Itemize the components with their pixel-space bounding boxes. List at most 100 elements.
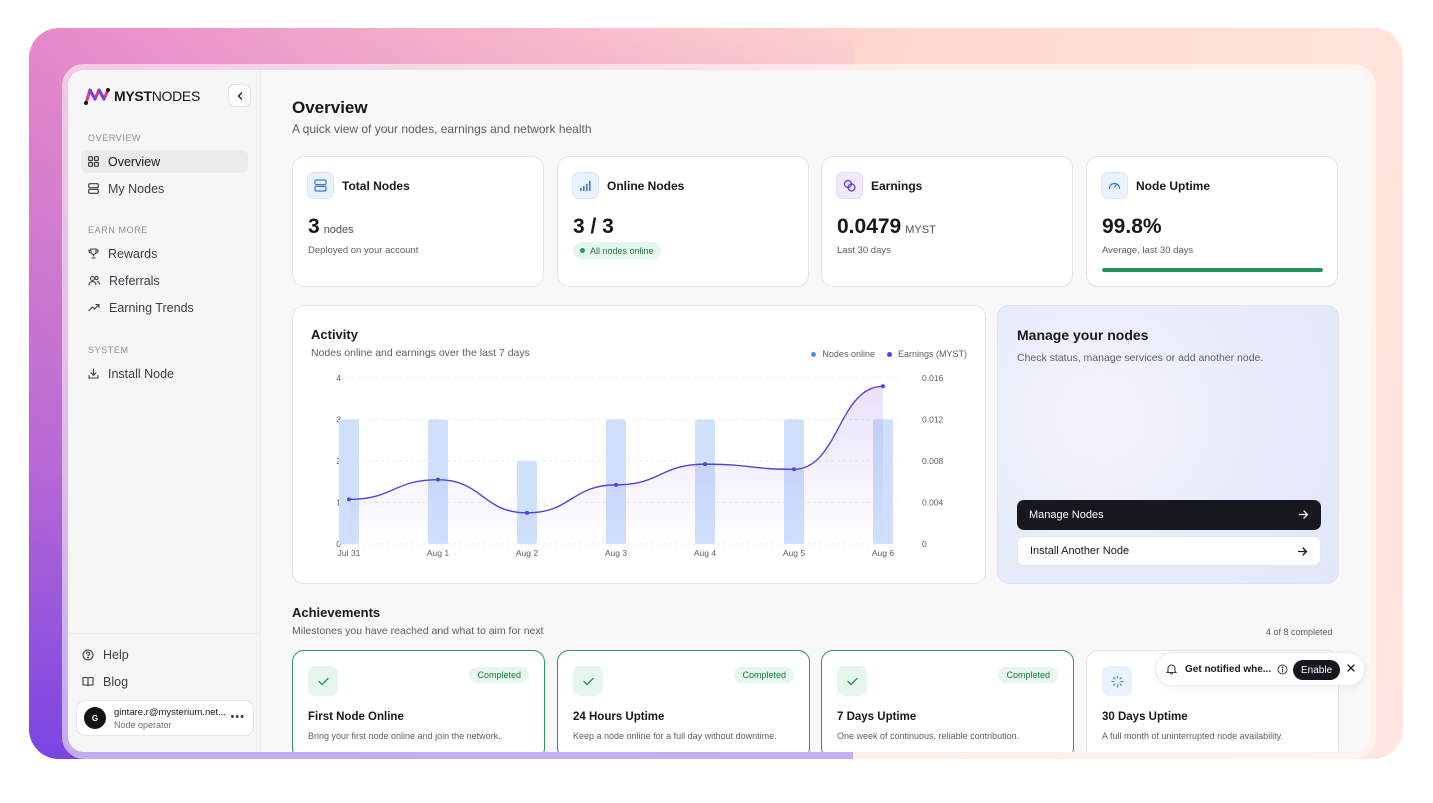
close-icon[interactable] bbox=[1346, 663, 1356, 673]
achievements-title: Achievements bbox=[292, 605, 381, 620]
section-label-earn-more: EARN MORE bbox=[88, 225, 148, 235]
stat-card-online-nodes: Online Nodes 3 / 3 All nodes online bbox=[557, 156, 809, 287]
y-tick-label-left: 4 bbox=[336, 373, 341, 383]
sidebar-item-overview[interactable]: Overview bbox=[81, 150, 248, 173]
uptime-progress-fill bbox=[1102, 268, 1323, 272]
gauge-icon bbox=[1101, 172, 1128, 199]
page-subtitle: A quick view of your nodes, earnings and… bbox=[292, 122, 592, 136]
sidebar-item-referrals[interactable]: Referrals bbox=[81, 269, 248, 292]
manage-nodes-card: Manage your nodes Check status, manage s… bbox=[997, 305, 1339, 584]
trophy-icon bbox=[88, 248, 99, 259]
brand-name-light: NODES bbox=[151, 88, 201, 104]
check-icon bbox=[837, 666, 867, 696]
achievement-name: 7 Days Uptime bbox=[837, 711, 917, 723]
uptime-progress-bar bbox=[1102, 268, 1323, 272]
myst-logo-icon bbox=[84, 88, 110, 105]
sidebar-item-earning-trends[interactable]: Earning Trends bbox=[81, 296, 248, 319]
achievement-name: 30 Days Uptime bbox=[1102, 711, 1188, 723]
sidebar-item-label: Install Node bbox=[108, 366, 175, 381]
brand-name-bold: MYST bbox=[114, 88, 152, 104]
button-label: Manage Nodes bbox=[1029, 509, 1104, 521]
y-tick-label-left: 2 bbox=[336, 456, 341, 466]
sidebar-item-rewards[interactable]: Rewards bbox=[81, 242, 248, 265]
y-tick-label-left: 3 bbox=[336, 415, 341, 425]
grid-icon bbox=[88, 156, 99, 167]
x-tick-label: Aug 6 bbox=[872, 548, 894, 558]
stat-unit: MYST bbox=[905, 224, 936, 236]
help-icon bbox=[82, 648, 94, 661]
y-tick-label-left: 1 bbox=[336, 498, 341, 508]
stat-card-earnings: Earnings 0.0479 MYST Last 30 days bbox=[821, 156, 1073, 287]
sidebar-item-label: Earning Trends bbox=[109, 300, 194, 315]
collapse-sidebar-button[interactable] bbox=[228, 84, 251, 107]
status-badge: Completed bbox=[998, 667, 1058, 683]
activity-chart: 0 1 2 3 4 0 0.004 0.008 0.012 0.016 Jul 31 Aug 1 Aug… bbox=[336, 373, 944, 558]
achievement-description: One week of continuous, reliable contrib… bbox=[837, 731, 1020, 741]
download-icon bbox=[88, 368, 99, 379]
achievement-card[interactable]: Completed First Node Online Bring your f… bbox=[292, 650, 545, 752]
app-window: MYSTNODES OVERVIEW Overview My Nodes EAR… bbox=[68, 70, 1370, 752]
achievement-description: A full month of uninterrupted node avail… bbox=[1102, 731, 1283, 741]
check-icon bbox=[573, 666, 603, 696]
user-card[interactable]: G gintare.r@mysterium.net... Node operat… bbox=[76, 700, 254, 736]
activity-card: Activity Nodes online and earnings over … bbox=[292, 305, 986, 584]
y-tick-label-right: 0.004 bbox=[922, 498, 944, 508]
button-label: Install Another Node bbox=[1030, 545, 1130, 557]
arrow-right-icon bbox=[1298, 510, 1309, 519]
x-tick-label: Aug 5 bbox=[783, 548, 805, 558]
chevron-left-icon bbox=[237, 91, 242, 100]
arrow-right-icon bbox=[1297, 547, 1308, 556]
stat-note: Last 30 days bbox=[837, 245, 891, 256]
server-icon bbox=[88, 183, 99, 194]
legend-item-nodes: Nodes online bbox=[811, 349, 875, 359]
x-tick-label: Aug 1 bbox=[427, 548, 449, 558]
toast-text: Get notified whe... bbox=[1185, 663, 1272, 675]
manage-nodes-button[interactable]: Manage Nodes bbox=[1017, 500, 1321, 530]
sidebar-item-label: Rewards bbox=[108, 246, 158, 261]
stat-title: Earnings bbox=[871, 179, 923, 193]
status-badge: Completed bbox=[469, 667, 529, 683]
check-icon bbox=[308, 666, 338, 696]
status-dot bbox=[580, 248, 585, 253]
status-badge: Completed bbox=[734, 667, 794, 683]
page-title: Overview bbox=[292, 98, 368, 117]
stat-card-total-nodes: Total Nodes 3 nodes Deployed on your acco… bbox=[292, 156, 544, 287]
stat-title: Online Nodes bbox=[607, 179, 685, 193]
install-another-node-button[interactable]: Install Another Node bbox=[1017, 536, 1321, 566]
status-badge: All nodes online bbox=[573, 242, 661, 259]
stat-value: 99.8% bbox=[1102, 215, 1162, 238]
x-tick-label: Aug 4 bbox=[694, 548, 716, 558]
brand-logo[interactable]: MYSTNODES bbox=[84, 87, 200, 105]
achievement-card[interactable]: Completed 7 Days Uptime One week of cont… bbox=[821, 650, 1074, 752]
sidebar-item-install-node[interactable]: Install Node bbox=[81, 362, 248, 385]
info-icon[interactable] bbox=[1277, 664, 1288, 675]
stat-value: 0.0479 MYST bbox=[837, 215, 936, 238]
y-tick-label-right: 0.008 bbox=[922, 456, 944, 466]
sidebar-item-blog[interactable]: Blog bbox=[75, 670, 242, 693]
loader-icon bbox=[1102, 666, 1132, 696]
achievement-name: First Node Online bbox=[308, 711, 404, 723]
manage-subtitle: Check status, manage services or add ano… bbox=[1017, 352, 1264, 364]
sidebar-item-my-nodes[interactable]: My Nodes bbox=[81, 177, 248, 200]
earnings-point bbox=[614, 482, 618, 487]
achievement-card[interactable]: Completed 24 Hours Uptime Keep a node on… bbox=[557, 650, 810, 752]
stat-unit: nodes bbox=[323, 224, 354, 236]
stat-value: 3 / 3 bbox=[573, 215, 614, 238]
achievement-name: 24 Hours Uptime bbox=[573, 711, 665, 723]
enable-notifications-button[interactable]: Enable bbox=[1293, 660, 1341, 680]
sidebar-item-help[interactable]: Help bbox=[75, 643, 242, 666]
more-options-icon[interactable]: ••• bbox=[230, 711, 245, 723]
legend-item-earnings: Earnings (MYST) bbox=[886, 349, 967, 359]
stat-note: Average, last 30 days bbox=[1102, 245, 1194, 256]
y-tick-label-left: 0 bbox=[336, 539, 341, 549]
notification-toast: Get notified whe... Enable bbox=[1155, 652, 1365, 686]
user-role: Node operator bbox=[114, 719, 172, 730]
earnings-point bbox=[881, 384, 885, 389]
x-tick-label: Jul 31 bbox=[338, 548, 361, 558]
manage-title: Manage your nodes bbox=[1017, 327, 1149, 343]
chart-legend: Nodes online Earnings (MYST) bbox=[811, 349, 967, 359]
sidebar-item-label: Referrals bbox=[109, 273, 160, 288]
sidebar-item-label: My Nodes bbox=[108, 181, 165, 196]
sidebar-item-label: Blog bbox=[103, 674, 129, 689]
sidebar-divider bbox=[68, 633, 261, 634]
